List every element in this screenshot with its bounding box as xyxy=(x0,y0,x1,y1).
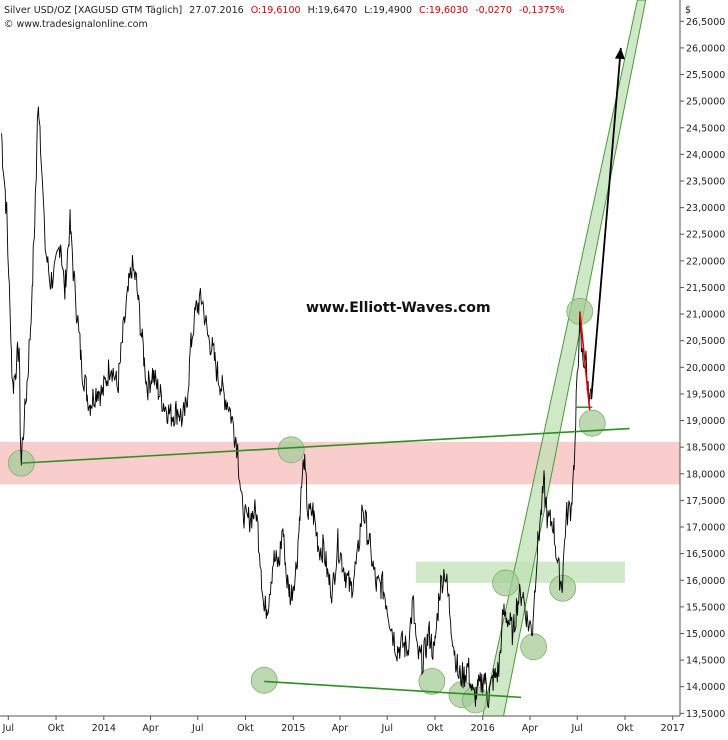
x-axis-ticks: Jul Okt 2014 Apr Jul Okt 2015 Apr Jul Okt 2016 Apr J… xyxy=(2,716,685,734)
y-tick-label-20: 23,5000 xyxy=(686,176,725,187)
pivot-circle-6 xyxy=(492,569,519,597)
y-tick-label-6: 16,5000 xyxy=(686,549,725,560)
y-tick-label-16: 21,5000 xyxy=(686,283,725,294)
y-tick-label-14: 20,5000 xyxy=(686,336,725,347)
y-tick-label-23: 25,0000 xyxy=(686,97,725,108)
x-tick-label-11: Apr xyxy=(522,723,539,734)
source-credit: © www.tradesignalonline.com xyxy=(4,19,148,30)
y-tick-label-3: 15,0000 xyxy=(686,629,725,640)
y-tick-label-13: 20,0000 xyxy=(686,363,725,374)
annotation-lines-layer xyxy=(21,47,630,699)
currency-symbol: $ xyxy=(685,5,691,16)
y-tick-label-12: 19,5000 xyxy=(686,389,725,400)
y-tick-label-10: 18,5000 xyxy=(686,443,725,454)
close-value: C:19,6030 xyxy=(419,5,468,16)
y-tick-label-11: 19,0000 xyxy=(686,416,725,427)
y-tick-label-26: 26,5000 xyxy=(686,17,725,28)
y-tick-label-24: 25,5000 xyxy=(686,70,725,81)
y-axis-ticks: 13,5000 14,0000 14,5000 15,0000 15,5000 16,00… xyxy=(680,17,725,720)
x-tick-label-9: Okt xyxy=(427,723,444,734)
neckline-trendline xyxy=(21,427,630,464)
low-value: L:19,4900 xyxy=(364,5,412,16)
y-tick-label-5: 16,0000 xyxy=(686,576,725,587)
pivot-circle-7 xyxy=(520,633,548,661)
y-tick-label-7: 17,0000 xyxy=(686,523,725,534)
x-tick-label-5: Okt xyxy=(237,723,254,734)
y-tick-label-0: 13,5000 xyxy=(686,709,725,720)
y-tick-label-2: 14,5000 xyxy=(686,656,725,667)
pivot-circle-1 xyxy=(277,436,305,464)
pivot-circle-3 xyxy=(418,667,446,695)
projection-arrow xyxy=(590,47,622,400)
price-line xyxy=(1,106,592,709)
y-tick-label-4: 15,5000 xyxy=(686,602,725,613)
resistance-zone xyxy=(0,441,680,485)
x-tick-label-2: 2014 xyxy=(92,723,116,734)
y-tick-label-18: 22,5000 xyxy=(686,230,725,241)
pivot-circle-10 xyxy=(578,409,606,437)
y-tick-label-15: 21,0000 xyxy=(686,310,725,321)
chart-header: Silver USD/OZ [XAGUSD GTM Täglich] 27.07… xyxy=(4,5,691,30)
x-tick-label-3: Apr xyxy=(142,723,159,734)
pivot-circle-2 xyxy=(250,666,278,694)
x-tick-label-10: 2016 xyxy=(471,723,495,734)
x-tick-label-1: Okt xyxy=(48,723,65,734)
zones-layer xyxy=(0,441,680,583)
x-tick-label-8: Jul xyxy=(381,723,393,734)
high-value: H:19,6470 xyxy=(308,5,358,16)
correction-line xyxy=(579,311,591,410)
projection-arrow-head xyxy=(614,47,625,60)
price-layer xyxy=(1,106,592,709)
y-tick-label-17: 22,0000 xyxy=(686,256,725,267)
x-tick-label-12: Jul xyxy=(570,723,582,734)
x-tick-label-0: Jul xyxy=(2,723,14,734)
instrument-name: Silver USD/OZ [XAGUSD GTM Täglich] xyxy=(4,5,182,16)
watermark-text: www.Elliott-Waves.com xyxy=(306,300,491,316)
y-tick-label-9: 18,0000 xyxy=(686,469,725,480)
x-tick-label-4: Jul xyxy=(191,723,203,734)
y-tick-label-25: 26,0000 xyxy=(686,43,725,54)
support-trendline xyxy=(264,680,522,699)
y-tick-label-1: 14,0000 xyxy=(686,682,725,693)
svg-text:Silver USD/OZ [XAGUSD GTM Täg: Silver USD/OZ [XAGUSD GTM Täglich] 27.07… xyxy=(4,5,565,16)
change-percent: -0,1375% xyxy=(519,5,565,16)
header-date: 27.07.2016 xyxy=(189,5,243,16)
y-tick-label-21: 24,0000 xyxy=(686,150,725,161)
y-tick-label-22: 24,5000 xyxy=(686,123,725,134)
x-tick-label-13: Okt xyxy=(617,723,634,734)
y-tick-label-19: 23,0000 xyxy=(686,203,725,214)
x-tick-label-6: 2015 xyxy=(281,723,305,734)
x-tick-label-14: 2017 xyxy=(661,723,685,734)
y-tick-label-8: 17,5000 xyxy=(686,496,725,507)
change-value: -0,0270 xyxy=(475,5,512,16)
x-tick-label-7: Apr xyxy=(332,723,349,734)
open-value: O:19,6100 xyxy=(251,5,301,16)
